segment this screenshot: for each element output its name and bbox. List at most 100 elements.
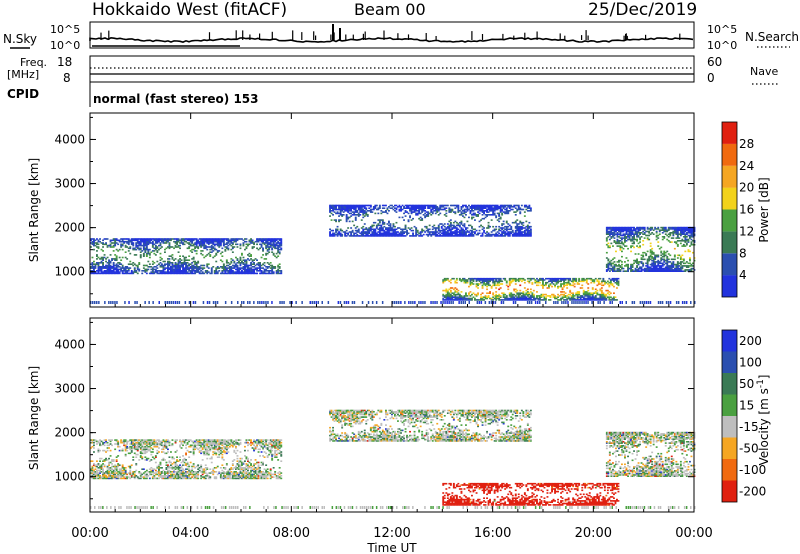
echo-cell (523, 215, 526, 217)
echo-cell (520, 231, 523, 233)
echo-cell (333, 208, 336, 211)
echo-cell (421, 206, 424, 208)
echo-cell (460, 227, 463, 229)
echo-cell (94, 242, 97, 244)
echo-cell (238, 271, 240, 273)
echo-cell (442, 232, 445, 235)
echo-cell (147, 240, 150, 243)
echo-cell (365, 235, 368, 237)
echo-cell (490, 206, 493, 208)
echo-cell (513, 288, 516, 291)
echo-cell (162, 260, 165, 263)
echo-cell (487, 283, 490, 285)
echo-cell (616, 234, 619, 237)
echo-cell (142, 254, 145, 256)
echo-cell (398, 216, 401, 219)
echo-cell (434, 212, 437, 215)
echo-cell (386, 223, 389, 225)
echo-cell (124, 238, 127, 240)
echo-cell (233, 262, 236, 264)
echo-cell (528, 204, 531, 207)
echo-cell (182, 270, 184, 272)
echo-cell (489, 208, 491, 211)
echo-cell (651, 265, 654, 267)
echo-cell (514, 235, 517, 237)
echo-cell (614, 277, 617, 280)
echo-cell (526, 301, 529, 304)
echo-cell (637, 228, 640, 230)
echo-cell (127, 263, 130, 265)
echo-cell (616, 283, 618, 285)
echo-cell (239, 259, 242, 261)
echo-cell (593, 299, 596, 301)
echo-cell (678, 270, 681, 272)
echo-cell (628, 238, 631, 241)
echo-cell (275, 242, 278, 244)
echo-cell (154, 244, 157, 247)
echo-cell (590, 281, 593, 284)
echo-cell (272, 238, 275, 240)
echo-cell (607, 245, 610, 247)
echo-cell (368, 207, 371, 209)
echo-cell (602, 299, 605, 301)
echo-cell (96, 272, 98, 275)
echo-cell (513, 204, 516, 207)
echo-cell (534, 279, 537, 281)
echo-cell (449, 287, 452, 289)
echo-cell (505, 221, 508, 224)
echo-cell (400, 232, 402, 235)
echo-cell (121, 256, 124, 259)
echo-cell (371, 208, 374, 211)
echo-cell (278, 266, 281, 268)
echo-cell (639, 237, 641, 239)
echo-cell (151, 244, 154, 247)
echo-cell (360, 211, 363, 213)
echo-cell (529, 296, 532, 298)
echo-cell (171, 271, 174, 273)
echo-cell (612, 233, 614, 235)
echo-cell (124, 256, 127, 259)
echo-cell (388, 228, 390, 231)
echo-cell (371, 235, 374, 237)
echo-cell (463, 295, 466, 297)
echo-cell (398, 208, 401, 211)
echo-cell (406, 211, 408, 213)
echo-cell (120, 267, 123, 269)
echo-cell (654, 257, 657, 259)
echo-cell (564, 279, 567, 281)
echo-cell (335, 207, 337, 209)
echo-cell (192, 267, 195, 269)
echo-cell (183, 272, 186, 275)
echo-cell (513, 211, 516, 213)
echo-cell (581, 284, 584, 287)
echo-cell (448, 211, 451, 213)
echo-cell (178, 301, 181, 304)
echo-cell (201, 250, 204, 252)
echo-cell (633, 234, 635, 237)
echo-cell (112, 266, 115, 268)
echo-cell (418, 211, 421, 213)
echo-cell (496, 283, 499, 285)
echo-cell (572, 284, 575, 287)
echo-cell (106, 270, 109, 272)
echo-cell (605, 226, 608, 229)
echo-cell (579, 299, 582, 301)
echo-cell (225, 259, 228, 261)
echo-cell (433, 224, 436, 227)
echo-cell (171, 267, 174, 269)
echo-cell (242, 243, 245, 246)
echo-cell (495, 296, 498, 298)
echo-cell (366, 214, 369, 216)
echo-cell (195, 268, 198, 271)
echo-cell (268, 270, 271, 272)
echo-cell (251, 246, 254, 248)
echo-cell (475, 279, 478, 281)
echo-cell (523, 287, 526, 289)
echo-cell (526, 206, 529, 208)
echo-cell (275, 247, 278, 250)
echo-cell (118, 262, 121, 264)
echo-cell (596, 299, 599, 301)
echo-cell (588, 299, 591, 301)
echo-cell (433, 204, 436, 207)
echo-cell (158, 301, 160, 304)
